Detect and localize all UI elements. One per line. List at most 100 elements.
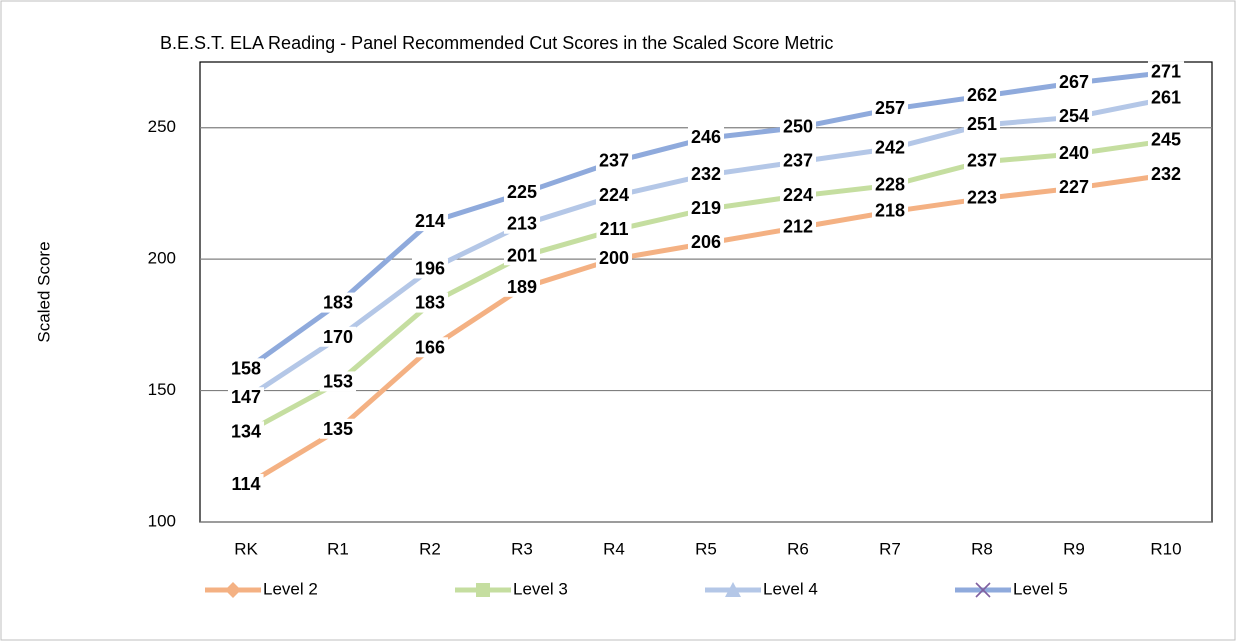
data-label-group: 211: [596, 218, 632, 239]
x-tick-label: RK: [234, 539, 258, 558]
data-label-group: 228: [871, 174, 909, 195]
legend-label: Level 3: [513, 579, 568, 598]
data-label-bg: [596, 218, 632, 239]
data-label: 158: [231, 358, 261, 378]
data-label-group: 212: [779, 216, 817, 237]
data-label-bg: [1055, 105, 1093, 126]
data-label: 212: [783, 216, 813, 236]
data-label-bg: [871, 137, 909, 158]
legend-marker: [225, 582, 241, 598]
data-label-group: 153: [319, 371, 357, 392]
data-label-group: 251: [963, 113, 1001, 134]
data-label-bg: [687, 197, 725, 218]
data-label-bg: [411, 337, 449, 358]
data-label-group: 240: [1055, 142, 1093, 163]
data-label: 227: [1059, 177, 1089, 197]
data-label-group: 267: [1055, 71, 1093, 92]
y-tick-label: 150: [148, 380, 176, 399]
data-label: 224: [599, 185, 629, 205]
data-label-bg: [779, 216, 817, 237]
data-label-bg: [319, 418, 357, 439]
data-label: 134: [231, 421, 261, 441]
data-label-bg: [687, 163, 725, 184]
data-label-bg: [963, 150, 1001, 171]
data-label-group: 227: [1055, 176, 1093, 197]
data-label: 153: [323, 371, 353, 391]
x-tick-label: R4: [603, 539, 625, 558]
data-label-bg: [1147, 87, 1185, 108]
data-label-group: 224: [595, 184, 633, 205]
data-label: 232: [691, 164, 721, 184]
data-label-group: 261: [1147, 87, 1185, 108]
data-label: 246: [691, 127, 721, 147]
legend-marker: [476, 583, 490, 597]
x-tick-label: R8: [971, 539, 993, 558]
data-label-group: 271: [1147, 61, 1185, 82]
data-label-group: 237: [595, 150, 633, 171]
data-label-bg: [963, 187, 1001, 208]
data-label-bg: [319, 371, 357, 392]
data-label-bg: [319, 292, 357, 313]
x-tick-label: R5: [695, 539, 717, 558]
data-label-bg: [411, 292, 449, 313]
data-label-bg: [1055, 142, 1093, 163]
data-label: 224: [783, 185, 813, 205]
data-label: 261: [1151, 88, 1181, 108]
data-label: 166: [415, 337, 445, 357]
x-tick-label: R3: [511, 539, 533, 558]
data-label-group: 214: [411, 211, 449, 232]
data-label-bg: [963, 113, 1001, 134]
data-label-bg: [319, 326, 357, 347]
data-label: 271: [1151, 61, 1181, 81]
data-label-bg: [411, 211, 449, 232]
data-label-bg: [1147, 129, 1185, 150]
data-label: 214: [415, 211, 445, 231]
data-label-bg: [779, 150, 817, 171]
data-label: 245: [1151, 130, 1181, 150]
data-label-group: 158: [227, 358, 265, 379]
y-tick-label: 250: [148, 117, 176, 136]
data-label-group: 237: [963, 150, 1001, 171]
legend-label: Level 5: [1013, 579, 1068, 598]
data-label: 206: [691, 232, 721, 252]
data-label: 223: [967, 187, 997, 207]
x-tick-label: R2: [419, 539, 441, 558]
data-label-bg: [503, 245, 541, 266]
data-label-group: 196: [411, 258, 449, 279]
data-label-group: 250: [779, 116, 817, 137]
data-label-bg: [595, 247, 633, 268]
data-label-bg: [779, 184, 817, 205]
data-label-group: 254: [1055, 105, 1093, 126]
data-label: 225: [507, 182, 537, 202]
data-label-group: 224: [779, 184, 817, 205]
data-label-bg: [595, 184, 633, 205]
x-tick-label: R7: [879, 539, 901, 558]
legend-marker: [725, 582, 741, 597]
data-label-group: 114: [228, 473, 264, 494]
data-label-bg: [227, 358, 265, 379]
data-label: 183: [323, 293, 353, 313]
data-label: 147: [231, 387, 261, 407]
data-label-group: 225: [503, 182, 541, 203]
data-label-group: 262: [963, 84, 1001, 105]
data-label-group: 206: [687, 232, 725, 253]
data-label-bg: [503, 182, 541, 203]
data-label-group: 147: [227, 387, 265, 408]
data-label-group: 189: [503, 276, 541, 297]
data-label: 237: [783, 151, 813, 171]
data-label-bg: [503, 213, 541, 234]
data-label: 201: [507, 245, 537, 265]
data-label-bg: [227, 387, 265, 408]
data-label: 242: [875, 137, 905, 157]
chart-title: B.E.S.T. ELA Reading - Panel Recommended…: [160, 33, 833, 53]
data-label: 114: [231, 474, 260, 494]
data-label: 135: [323, 419, 353, 439]
data-label: 189: [507, 277, 537, 297]
x-tick-label: R6: [787, 539, 809, 558]
data-label-group: 223: [963, 187, 1001, 208]
data-label-bg: [871, 200, 909, 221]
x-tick-label: R10: [1150, 539, 1181, 558]
data-label-bg: [871, 174, 909, 195]
